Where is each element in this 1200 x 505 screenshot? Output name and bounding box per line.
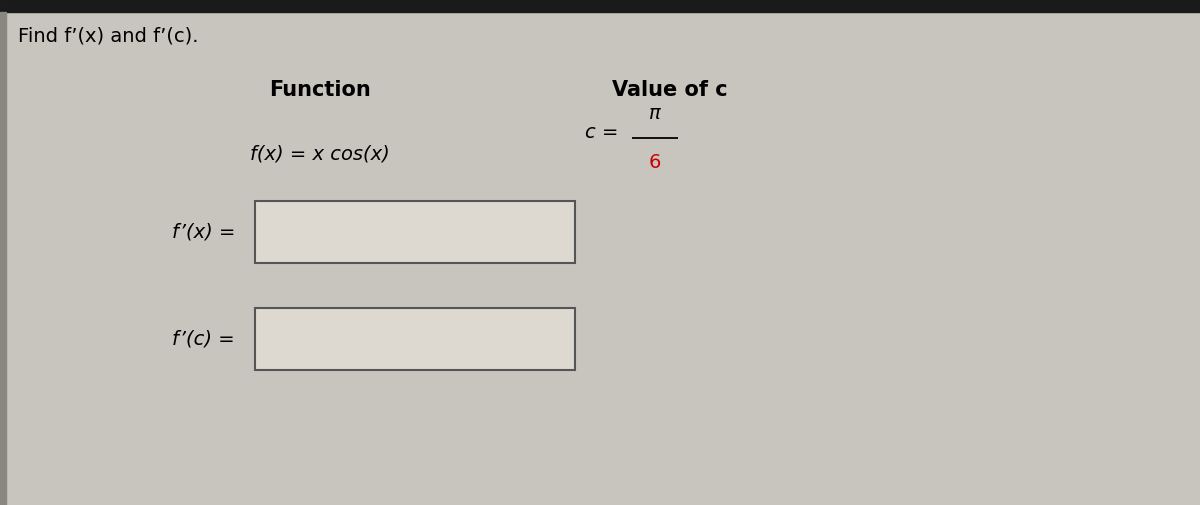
Text: Find f’(x) and f’(c).: Find f’(x) and f’(c). [18, 27, 198, 46]
Text: Value of c: Value of c [612, 80, 728, 100]
Text: 6: 6 [649, 153, 661, 172]
Text: Function: Function [269, 80, 371, 100]
Text: π: π [649, 104, 661, 123]
Text: c =: c = [586, 124, 625, 142]
Bar [0, 12, 6, 505]
Bar [0, 0, 1200, 12]
Text: f’(x) =: f’(x) = [172, 223, 235, 241]
FancyBboxPatch shape [254, 308, 575, 370]
Text: f(x) = x cos(x): f(x) = x cos(x) [250, 145, 390, 164]
Text: f’(c) =: f’(c) = [173, 329, 235, 348]
FancyBboxPatch shape [254, 201, 575, 263]
